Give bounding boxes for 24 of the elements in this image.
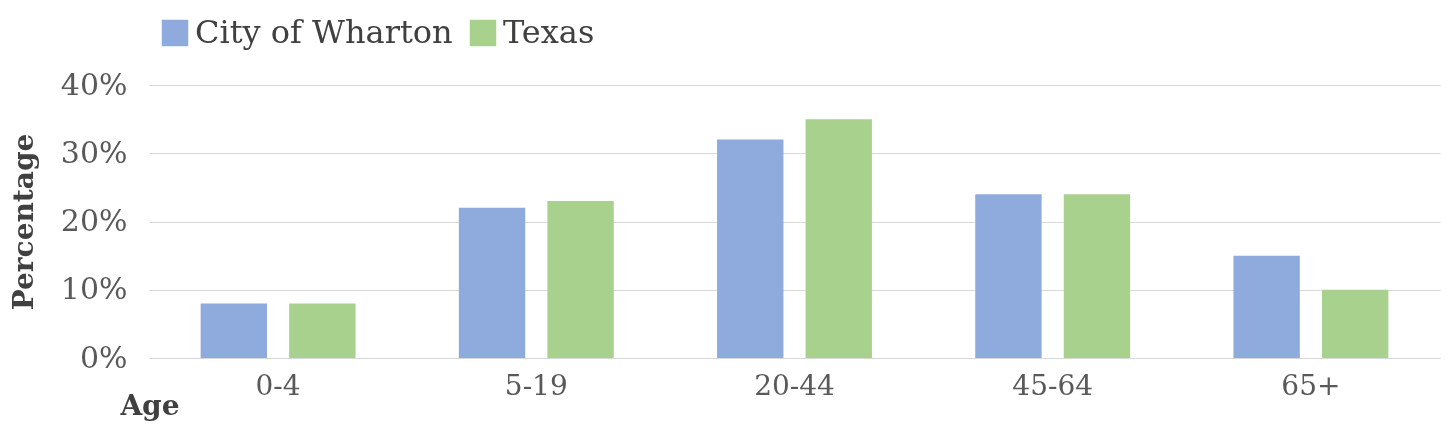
bar [1063,194,1131,358]
bar [547,201,614,358]
bar [717,139,784,358]
x-tick-label: 0-4 [255,368,301,402]
x-tick-label: 20-44 [754,368,835,402]
legend-label: City of Wharton [195,13,453,51]
x-tick-label: 5-19 [504,368,568,402]
bar [458,207,526,358]
bar [975,194,1042,358]
legend-label: Texas [503,13,595,51]
x-tick-label: 65+ [1281,368,1341,402]
bar [289,303,356,358]
x-tick-label: 45-64 [1012,368,1094,402]
bar [1233,255,1300,358]
bar [1321,289,1389,358]
x-axis-title: Age [119,388,180,422]
y-tick-label: 0% [79,339,128,375]
y-tick-label: 20% [60,203,128,238]
bar [805,119,872,358]
y-tick-label: 30% [60,134,128,170]
y-tick-label: 40% [60,66,128,102]
y-tick-label: 10% [60,271,128,307]
bar [200,303,268,358]
y-axis-title: Percentage [6,133,40,311]
